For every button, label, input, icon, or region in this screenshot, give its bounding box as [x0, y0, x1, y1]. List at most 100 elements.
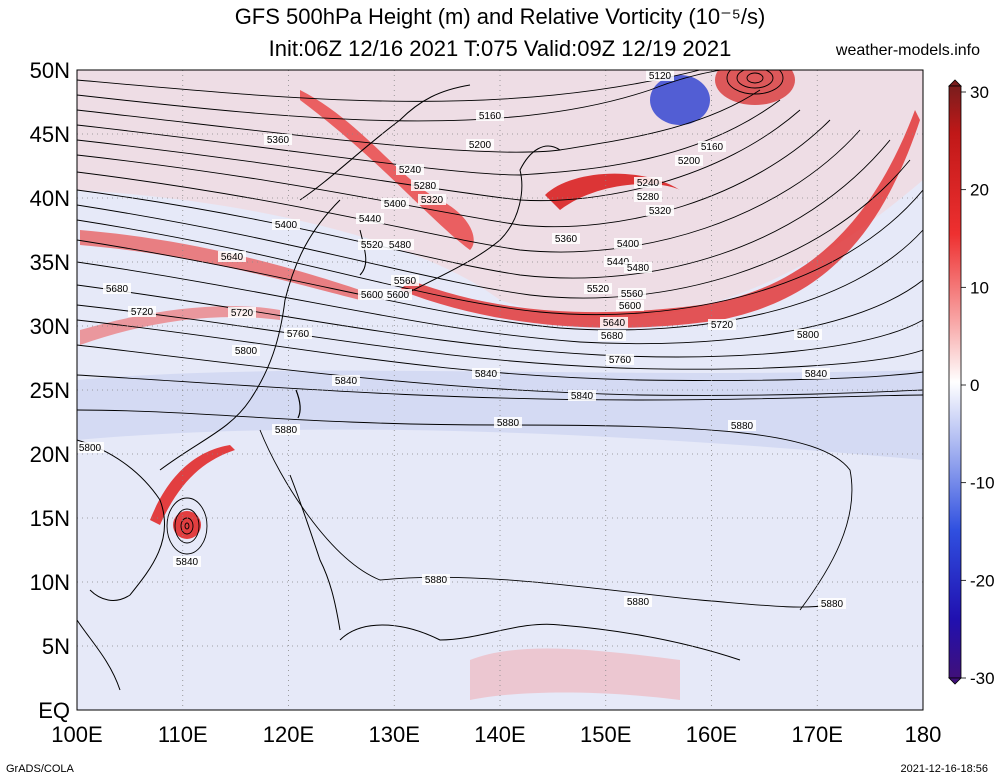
contour-label: 5880 — [425, 575, 448, 586]
contour-label: 5240 — [399, 165, 422, 176]
contour-label-bg — [381, 198, 409, 209]
lon-label: 140E — [474, 722, 525, 747]
contour-label-bg — [646, 70, 674, 81]
lon-label: 170E — [792, 722, 843, 747]
contour-label-bg — [600, 317, 628, 328]
lon-label: 100E — [51, 722, 102, 747]
coastline-indochina — [77, 439, 165, 601]
contour-label: 5160 — [701, 142, 724, 153]
contour-label-bg — [614, 238, 642, 249]
contour-label-bg — [634, 191, 662, 202]
map-frame — [76, 69, 924, 711]
contour-label-bg — [358, 289, 386, 300]
contour-label-bg — [396, 164, 424, 175]
contour-label: 5880 — [497, 418, 520, 429]
coastline-philippines — [289, 474, 341, 631]
lon-label: 180 — [905, 722, 942, 747]
contour-label: 5880 — [731, 421, 754, 432]
contour-label-bg — [391, 275, 419, 286]
lat-label: 35N — [30, 250, 70, 275]
contour-label-bg — [466, 139, 494, 150]
contour-label-bg — [624, 262, 652, 273]
map-subtitle: Init:06Z 12/16 2021 T:075 Valid:09Z 12/1… — [268, 36, 732, 61]
contour-label: 5440 — [359, 214, 382, 225]
contour-label: 5320 — [649, 206, 672, 217]
colorbar-label: -20 — [970, 571, 995, 590]
contour-label: 5440 — [607, 257, 630, 268]
contour-label-bg — [77, 442, 104, 453]
colorbar-top-arrow — [948, 79, 962, 87]
coastline-new-guinea — [339, 623, 741, 661]
contour-label-bg — [272, 219, 300, 230]
contour-label: 5480 — [389, 240, 412, 251]
contour-label-bg — [232, 345, 260, 356]
positive-vorticity-core — [715, 70, 795, 105]
typhoon-vorticity — [150, 445, 235, 525]
coastline-sumatra — [77, 619, 121, 691]
contour-label-bg — [173, 556, 201, 567]
contour-label: 5120 — [649, 71, 672, 82]
contour-label-bg — [598, 330, 626, 341]
contour-label-bg — [472, 368, 500, 379]
contour-label: 5320 — [421, 195, 444, 206]
contour-label-bg — [358, 239, 386, 250]
lat-label: 45N — [30, 122, 70, 147]
contour-label-bg — [708, 319, 736, 330]
vorticity-field-north — [77, 70, 923, 319]
negative-vorticity-core — [650, 75, 710, 125]
contour-label-bg — [618, 288, 646, 299]
typhoon-center — [173, 511, 201, 539]
contour-label-bg — [675, 155, 703, 166]
colorbar-label: 20 — [970, 181, 989, 200]
contour-label-bg — [356, 213, 384, 224]
contour-label: 5720 — [231, 308, 254, 319]
lat-label: 10N — [30, 570, 70, 595]
contour-label: 5840 — [571, 391, 594, 402]
contour-label-bg — [698, 141, 726, 152]
contour-label: 5400 — [275, 220, 298, 231]
contour-label: 5680 — [601, 331, 624, 342]
contour-label-bg — [218, 251, 246, 262]
contour-label-bg — [264, 134, 292, 145]
contour-label: 5760 — [609, 355, 632, 366]
contour-label: 5360 — [267, 135, 290, 146]
contour-label-bg — [568, 390, 596, 401]
contour-label: 5640 — [603, 318, 626, 329]
contour-label: 5600 — [387, 290, 410, 301]
longitude-labels: 100E 110E 120E 130E 140E 150E 160E 170E 180 — [51, 722, 941, 747]
colorbar-bottom-arrow — [948, 677, 962, 685]
map-grid — [77, 70, 923, 710]
contour-label: 5720 — [711, 320, 734, 331]
contour-label: 5480 — [627, 263, 650, 274]
footer-timestamp: 2021-12-16-18:56 — [900, 763, 988, 775]
contour-label-bg — [802, 368, 830, 379]
contour-label: 5400 — [384, 199, 407, 210]
colorbar-label: 10 — [970, 278, 989, 297]
contour-label: 5200 — [678, 156, 701, 167]
colorbar-label: -10 — [970, 474, 995, 493]
latitude-labels: 50N 45N 40N 35N 30N 25N 20N 15N 10N 5N EQ — [30, 58, 70, 723]
contour-label: 5880 — [275, 425, 298, 436]
height-contours — [77, 70, 923, 611]
contour-label: 5280 — [637, 192, 660, 203]
contour-label-bg — [103, 283, 131, 294]
contour-label-bg — [384, 289, 412, 300]
contour-label: 5840 — [176, 557, 199, 568]
lat-label: EQ — [38, 698, 70, 723]
contour-label-bg — [422, 574, 450, 585]
lat-label: 20N — [30, 442, 70, 467]
contour-label-bg — [794, 329, 822, 340]
contour-label-bg — [332, 375, 360, 386]
website-label: weather-models.info — [835, 42, 980, 59]
contour-label-bg — [476, 110, 504, 121]
lon-label: 110E — [158, 722, 208, 747]
contour-label-bg — [418, 194, 446, 205]
contour-label: 5880 — [821, 599, 844, 610]
contour-label-bg — [818, 598, 846, 609]
contour-label: 5520 — [361, 240, 384, 251]
contour-label-bg — [494, 417, 522, 428]
contour-label-bg — [284, 328, 312, 339]
contour-label-bg — [552, 233, 580, 244]
contour-label: 5800 — [235, 346, 258, 357]
coastline-china — [159, 199, 341, 471]
